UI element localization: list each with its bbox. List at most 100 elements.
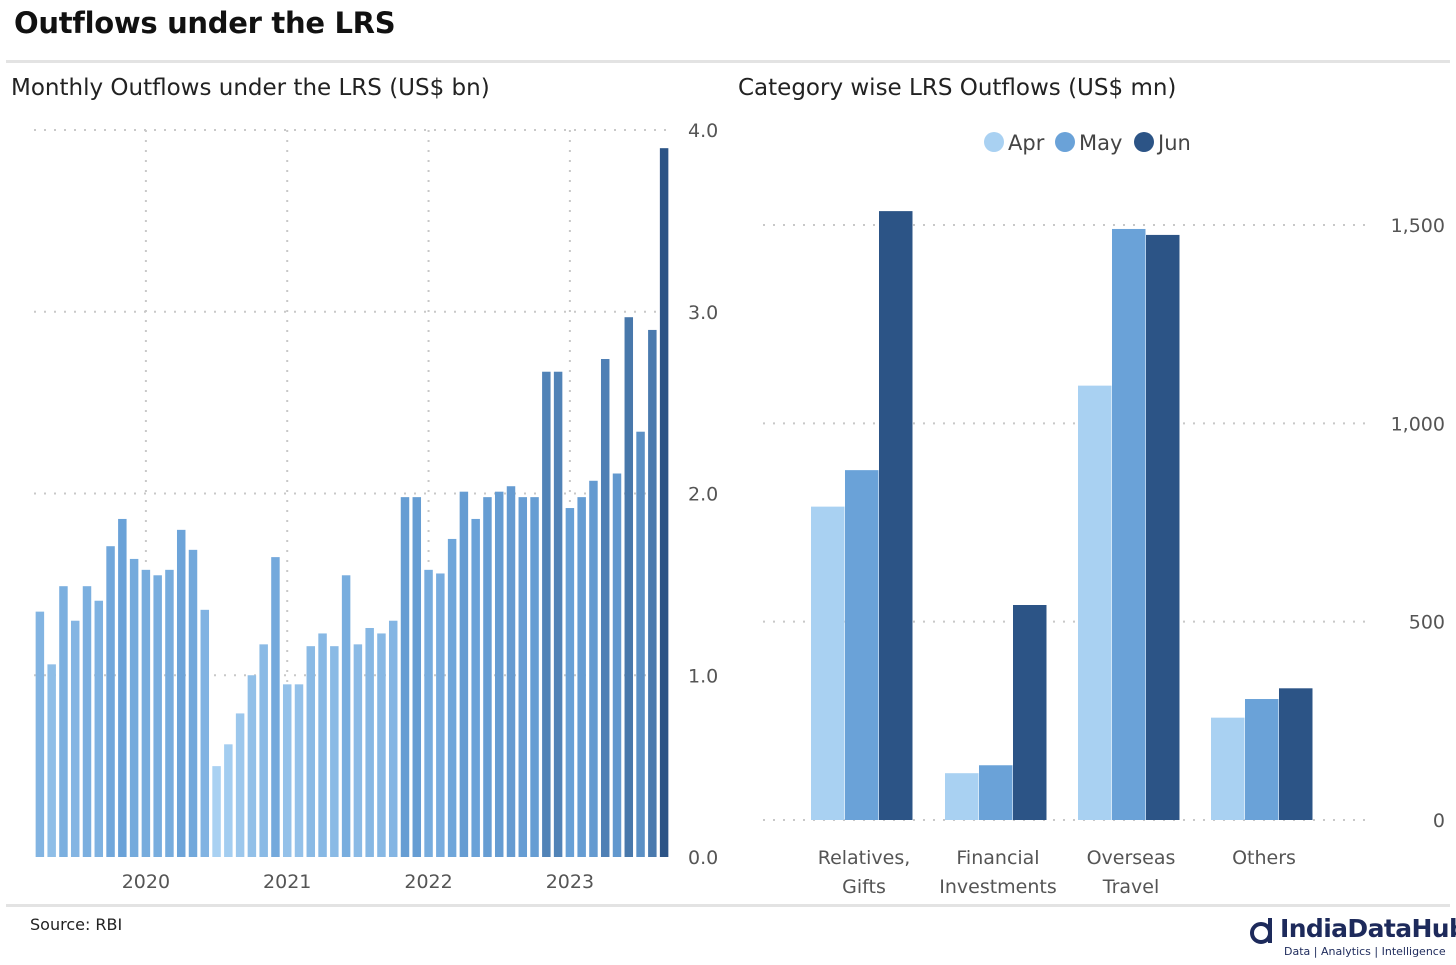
monthly-bar [200,609,210,857]
monthly-bar [59,586,68,857]
monthly-bar [224,744,233,857]
monthly-bar [341,575,351,857]
legend-label: May [1079,131,1122,155]
monthly-bar [494,491,504,857]
monthly-bar [94,600,104,857]
monthly-bar [212,766,221,857]
page-title: Outflows under the LRS [14,6,396,40]
y-tick-label: 1.0 [688,665,718,687]
monthly-bar [153,575,162,857]
category-bar-apr [1211,717,1245,820]
monthly-bar [589,480,598,857]
category-bar-may [1245,699,1279,820]
category-bar-apr [1078,385,1112,820]
monthly-bar [118,518,127,857]
indiadatahub-logo: IndiaDataHub Data | Analytics | Intellig… [1248,912,1456,962]
logo-name: IndiaDataHub [1280,914,1456,943]
category-label: Gifts [842,876,886,898]
x-tick-label: 2020 [122,871,170,893]
category-bar-jun [879,211,913,820]
y-tick-label: 1,000 [1391,413,1445,435]
legend-label: Jun [1156,131,1191,155]
logo-tagline: Data | Analytics | Intelligence [1284,945,1446,958]
y-tick-label: 2.0 [688,484,718,506]
category-bar-jun [1279,688,1313,820]
monthly-bar [577,497,586,857]
y-tick-label: 0.0 [688,847,718,869]
monthly-bar [471,518,480,857]
y-tick-label: 4.0 [688,120,718,142]
monthly-bar [141,569,151,857]
monthly-bar [70,620,80,857]
left-chart-title: Monthly Outflows under the LRS (US$ bn) [11,75,490,101]
y-tick-label: 3.0 [688,302,718,324]
monthly-bar [518,497,528,857]
monthly-bar [318,633,327,857]
legend-swatch-apr [984,132,1004,152]
category-bar-apr [811,506,845,820]
monthly-bar [129,558,139,857]
x-tick-label: 2023 [546,871,594,893]
monthly-bar [636,431,645,857]
monthly-bar [377,633,386,857]
monthly-bar [530,497,539,857]
monthly-bar [82,586,92,857]
monthly-bar [424,569,433,857]
y-tick-label: 0 [1433,810,1445,832]
category-label: Relatives, [818,847,911,869]
monthly-bar [412,497,422,857]
monthly-bar [553,371,563,857]
monthly-bar [306,646,316,857]
monthly-bar [436,573,445,857]
category-bar-may [845,470,879,820]
monthly-bar [176,529,186,857]
monthly-bar [282,684,292,857]
monthly-bar [506,486,516,857]
category-bar-apr [945,773,979,820]
monthly-bar [483,497,492,857]
monthly-bar [294,684,304,857]
y-tick-label: 1,500 [1391,215,1445,237]
monthly-bar [600,359,610,857]
monthly-bar [565,508,575,857]
monthly-bar [365,627,374,857]
monthly-bar [353,644,363,857]
bottom-divider [6,904,1450,907]
x-tick-label: 2022 [404,871,452,893]
monthly-bar [188,549,198,857]
category-bar-jun [1146,234,1180,820]
monthly-bar [659,148,669,858]
monthly-bar [235,713,245,857]
category-label: Financial [956,847,1039,869]
category-label: Travel [1102,876,1159,898]
monthly-bar [612,473,622,857]
monthly-bar [400,497,410,857]
monthly-bar [447,538,457,857]
monthly-bar [330,646,339,857]
category-label: Investments [939,876,1057,898]
logo-mark-icon [1250,918,1272,944]
category-bar-jun [1013,605,1047,820]
monthly-bar [459,491,469,857]
monthly-bar [388,620,398,857]
category-label: Others [1232,847,1296,869]
category-bar-may [1112,228,1146,820]
monthly-bar [35,611,45,857]
right-chart-title: Category wise LRS Outflows (US$ mn) [738,75,1177,101]
source-note: Source: RBI [30,915,123,934]
monthly-bar [165,569,174,857]
category-label: Overseas [1087,847,1176,869]
category-bar-may [979,765,1013,820]
monthly-bar [271,557,280,857]
x-tick-label: 2021 [263,871,311,893]
monthly-bar [624,317,634,857]
top-divider [6,60,1450,63]
y-tick-label: 500 [1409,612,1445,634]
monthly-bar [648,329,657,857]
monthly-bar [542,371,551,857]
monthly-bar [259,644,268,857]
legend-swatch-jun [1134,132,1154,152]
legend-swatch-may [1055,132,1075,152]
